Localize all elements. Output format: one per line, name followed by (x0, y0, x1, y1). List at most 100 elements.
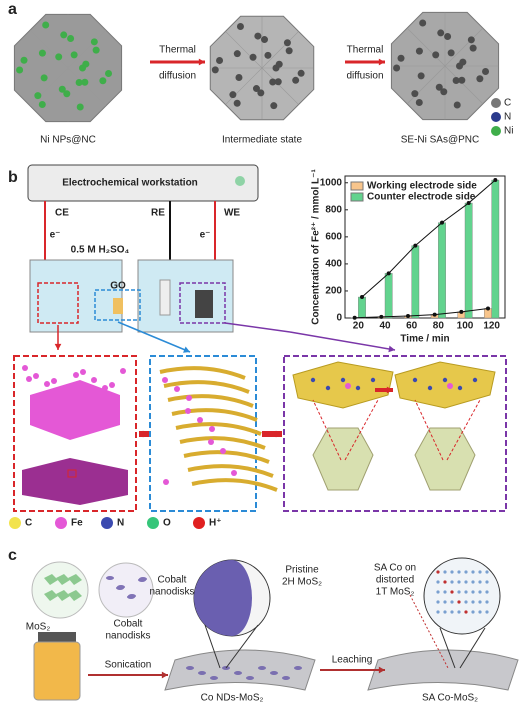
indicator (235, 176, 245, 186)
legend-label: Fe (71, 518, 83, 529)
pore (274, 78, 282, 86)
pore (216, 56, 224, 64)
nanodisk (270, 671, 278, 675)
go-layer (159, 366, 246, 380)
pore (458, 76, 466, 84)
label: MoS₂ (26, 622, 51, 633)
label: 0.5 M H₂SO₄ (71, 245, 130, 256)
pore (269, 78, 277, 86)
pore (437, 29, 445, 37)
ion (220, 448, 226, 454)
pore (229, 91, 237, 99)
nanoparticle (70, 51, 78, 59)
carbon-polyhedron (414, 427, 476, 491)
edge (261, 31, 299, 69)
atom (464, 610, 468, 614)
legend-label: C (25, 518, 32, 529)
n-atom (457, 385, 463, 391)
ion (197, 417, 203, 423)
nanodisk (186, 666, 194, 670)
ion (51, 378, 57, 384)
n-atom (310, 377, 316, 383)
n-atom (472, 377, 478, 383)
atom (471, 610, 475, 614)
go-layer (191, 478, 278, 492)
label: Ni NPs@NC (40, 135, 96, 146)
pore (270, 102, 278, 110)
nanoparticle (60, 31, 68, 39)
atom (464, 600, 468, 604)
nanodisk (106, 576, 114, 580)
label: diffusion (346, 71, 383, 82)
y-tick-label: 1000 (320, 177, 343, 188)
legend-atom (491, 126, 501, 136)
nanodisk (210, 676, 218, 680)
ion (62, 386, 68, 392)
atom (443, 590, 447, 594)
atom (436, 570, 440, 574)
atom (443, 600, 447, 604)
ion (44, 381, 50, 387)
nanoparticle (67, 35, 75, 43)
label: Cobalt (158, 575, 187, 586)
label: Leaching (332, 655, 373, 666)
n-atom (412, 377, 418, 383)
edge (30, 67, 69, 106)
pore (235, 74, 243, 82)
pore (397, 54, 405, 62)
trend-line (354, 308, 489, 319)
pore (393, 64, 401, 72)
bar (411, 245, 420, 319)
x-tick-label: 60 (406, 321, 418, 332)
legend-atom (9, 517, 21, 529)
point (493, 178, 498, 183)
edge (444, 65, 483, 104)
nanoparticle (63, 90, 71, 98)
atom (485, 580, 489, 584)
atom (485, 590, 489, 594)
pore (233, 50, 241, 58)
arrow-head (183, 346, 190, 353)
atom (457, 590, 461, 594)
arrow-head (54, 343, 62, 350)
label: e⁻ (50, 230, 61, 241)
mos2-sheet (164, 649, 316, 691)
atom (443, 610, 447, 614)
carbon-polyhedron (312, 427, 374, 491)
ion (91, 377, 97, 383)
pore (417, 72, 425, 80)
point (386, 271, 391, 276)
go-layer (163, 380, 250, 394)
vial-cap (38, 632, 76, 642)
point (352, 315, 357, 320)
bar (438, 222, 446, 319)
edge (67, 67, 106, 106)
point (466, 201, 471, 206)
beaker (137, 259, 234, 333)
electrode (195, 290, 213, 318)
pore (440, 88, 448, 96)
pore (285, 47, 293, 55)
atom (443, 570, 447, 574)
n-atom (442, 377, 448, 383)
atom (436, 580, 440, 584)
atom (478, 600, 482, 604)
pore (254, 32, 262, 40)
zoom-line (459, 627, 486, 669)
atom (464, 580, 468, 584)
pore (264, 51, 272, 59)
ion (162, 377, 168, 383)
go-layer (167, 394, 254, 408)
point (413, 243, 418, 248)
atom (450, 590, 454, 594)
mos2-flake (56, 590, 70, 601)
y-tick-label: 0 (336, 313, 342, 324)
n-atom (340, 377, 346, 383)
ion (102, 385, 108, 391)
electrode-box (37, 282, 79, 324)
label: Sonication (105, 660, 152, 671)
go-layer (171, 408, 258, 422)
edge (444, 28, 483, 67)
mos2-sheet (367, 649, 519, 691)
beaker (29, 259, 123, 333)
